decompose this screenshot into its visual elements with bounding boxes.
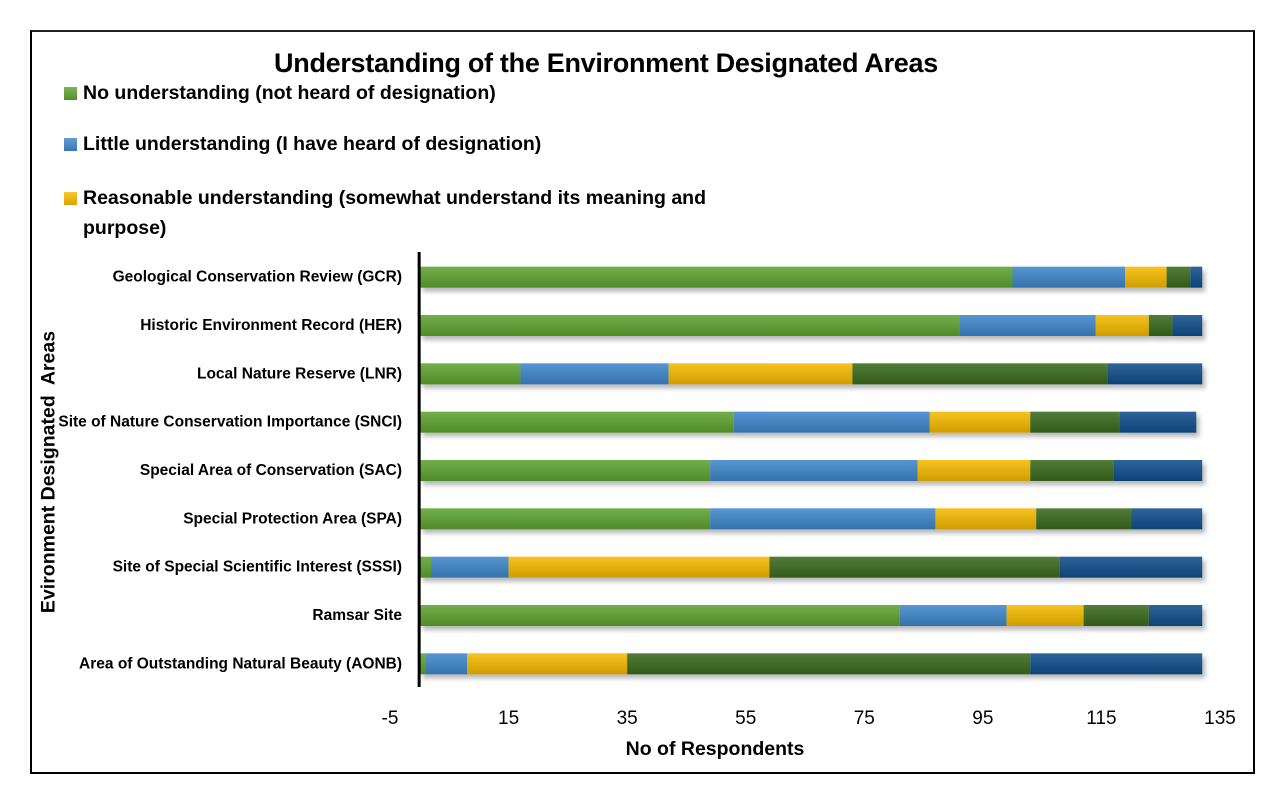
x-tick-label: -5 [382,708,399,729]
bar-segment-series-1 [419,460,711,481]
bar-segment-series-2 [520,363,669,385]
x-tick-label: 55 [735,708,756,729]
bar-segment-series-4 [1148,315,1173,336]
x-tick-label: 135 [1204,708,1236,729]
legend-swatch-green [64,87,77,100]
x-tick-label: 115 [1086,708,1116,729]
chart-frame [30,30,1255,774]
bar-row [419,556,1203,578]
bar-row [419,653,1203,675]
legend-label: Little understanding (I have heard of de… [83,133,542,155]
x-tick-label: 95 [972,708,993,729]
category-label: Ramsar Site [312,607,402,624]
bar-segment-series-2 [733,411,930,433]
bar-segment-series-2 [899,605,1007,626]
category-label: Special Area of Conservation (SAC) [140,462,402,479]
x-axis-title: No of Respondents [625,738,805,760]
bar-segment-series-3 [1006,605,1084,626]
legend-item-reasonable-understanding: Reasonable understanding (somewhat under… [64,183,723,243]
bar-segment-series-3 [929,411,1031,433]
category-labels-group: Geological Conservation Review (GCR) Hist… [58,269,402,673]
bar-segment-series-4 [627,653,1031,675]
bar-segment-series-1 [419,411,734,433]
category-label: Site of Special Scientific Interest (SSS… [113,559,402,576]
bar-segment-series-2 [425,653,468,675]
category-label: Local Nature Reserve (LNR) [197,365,402,382]
x-tick-label: 35 [617,708,638,729]
bar-row [419,266,1203,288]
x-tick-labels-group: -5 15 35 55 75 95 115 135 [382,708,1236,729]
bar-row [419,363,1203,385]
bar-segment-series-1 [419,508,711,530]
bar-segment-series-4 [1166,266,1191,288]
bar-segment-series-4 [1030,460,1114,481]
bar-segment-series-3 [917,460,1031,481]
bar-segment-series-5 [1190,266,1203,288]
bar-segment-series-2 [431,556,509,578]
bar-row [419,411,1197,433]
bar-segment-series-3 [668,363,853,385]
bar-segment-series-5 [1148,605,1203,626]
bar-segment-series-1 [419,653,426,675]
bar-segment-series-3 [1095,315,1149,336]
bar-segment-series-2 [710,508,936,530]
category-label: Historic Environment Record (HER) [140,317,402,334]
bar-segment-series-5 [1113,460,1203,481]
legend-label: Reasonable understanding (somewhat under… [83,187,707,239]
bar-segment-series-4 [1036,508,1132,530]
bar-segment-series-3 [935,508,1037,530]
bar-segment-series-1 [419,556,432,578]
bar-segment-series-3 [1125,266,1167,288]
bar-segment-series-1 [419,315,960,336]
legend-item-no-understanding: No understanding (not heard of designati… [64,78,496,108]
bar-segment-series-5 [1059,556,1203,578]
bar-segment-series-3 [467,653,628,675]
bar-row [419,605,1203,626]
bar-segment-series-5 [1131,508,1203,530]
bar-segment-series-2 [710,460,918,481]
x-tick-label: 15 [498,708,519,729]
category-label: Area of Outstanding Natural Beauty (AONB… [79,655,402,672]
bar-segment-series-1 [419,363,521,385]
category-label: Geological Conservation Review (GCR) [113,269,402,286]
bar-segment-series-1 [419,266,1013,288]
category-label: Site of Nature Conservation Importance (… [58,414,402,431]
bar-segment-series-5 [1172,315,1203,336]
bar-row [419,508,1203,530]
bar-row [419,460,1203,481]
bar-segment-series-2 [1012,266,1126,288]
chart-title: Understanding of the Environment Designa… [274,48,938,78]
legend-swatch-blue [64,138,77,151]
bar-segment-series-4 [1030,411,1120,433]
category-label: Special Protection Area (SPA) [183,510,402,527]
legend-swatch-yellow [64,192,77,205]
bar-segment-series-5 [1107,363,1203,385]
bars-group [419,266,1203,675]
bar-segment-series-1 [419,605,900,626]
bar-segment-series-5 [1119,411,1197,433]
bar-segment-series-4 [1083,605,1149,626]
bar-segment-series-4 [769,556,1060,578]
legend-label: No understanding (not heard of designati… [83,82,496,104]
x-tick-label: 75 [854,708,875,729]
legend-item-little-understanding: Little understanding (I have heard of de… [64,129,541,159]
bar-segment-series-4 [852,363,1108,385]
bar-segment-series-3 [508,556,770,578]
bar-segment-series-2 [959,315,1096,336]
bar-segment-series-5 [1030,653,1203,675]
bar-row [419,315,1203,336]
